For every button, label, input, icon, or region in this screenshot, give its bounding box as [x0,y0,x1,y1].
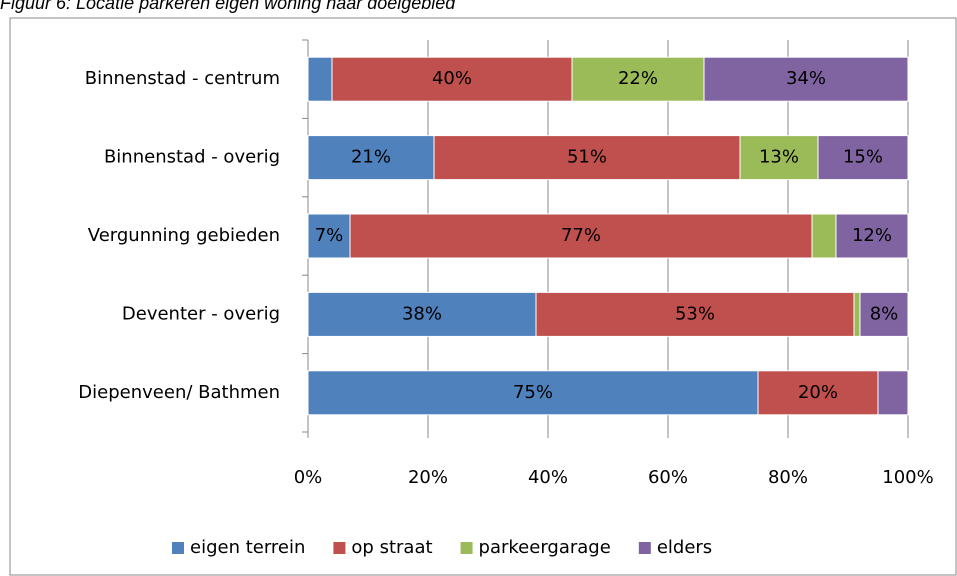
bar-segment [859,291,909,337]
bar-segment [571,56,705,102]
legend-label: elders [657,537,712,558]
bar-segment [307,56,333,102]
legend-label: eigen terrein [190,537,305,558]
data-label: 12% [852,225,892,246]
bar-segment [853,291,861,337]
legend-swatch [333,542,346,554]
legend-swatch [460,542,473,554]
x-tick-label: 100% [882,467,933,488]
data-label: 75% [513,382,553,403]
legend-label: op straat [351,537,432,558]
bar-segment [817,135,909,181]
data-label: 34% [786,68,826,89]
y-tick-label: Deventer - overig [122,303,280,324]
bar-segment [739,135,819,181]
legend-label: parkeergarage [479,537,611,558]
data-label: 22% [618,68,658,89]
x-tick-label: 0% [294,467,323,488]
chart-title: Figuur 6: Locatie parkeren eigen woning … [0,0,456,13]
legend-swatch [638,542,651,554]
x-tick-label: 40% [528,467,568,488]
data-label: 8% [870,303,899,324]
bar-segment [307,135,435,181]
y-tick-label: Diepenveen/ Bathmen [78,382,280,403]
data-label: 77% [561,225,601,246]
y-tick-label: Binnenstad - centrum [85,68,280,89]
bar-segment [877,370,909,416]
bar-segment [307,213,351,259]
bar-segment [835,213,909,259]
y-tick-label: Binnenstad - overig [104,147,280,168]
data-label: 51% [567,147,607,168]
data-label: 40% [432,68,472,89]
data-label: 15% [843,147,883,168]
x-tick-label: 20% [408,467,448,488]
y-tick-label: Vergunning gebieden [88,225,280,246]
bar-segment [349,213,813,259]
bar-segment [331,56,573,102]
bar-segment [811,213,837,259]
bar-segment [307,370,759,416]
data-label: 20% [798,382,838,403]
data-label: 13% [759,147,799,168]
data-label: 53% [675,303,715,324]
x-tick-label: 60% [648,467,688,488]
bar-segment [703,56,909,102]
x-tick-label: 80% [768,467,808,488]
legend-swatch [172,542,184,554]
data-label: 38% [402,303,442,324]
data-label: 21% [351,147,391,168]
bar-segment [433,135,741,181]
data-label: 7% [315,225,344,246]
